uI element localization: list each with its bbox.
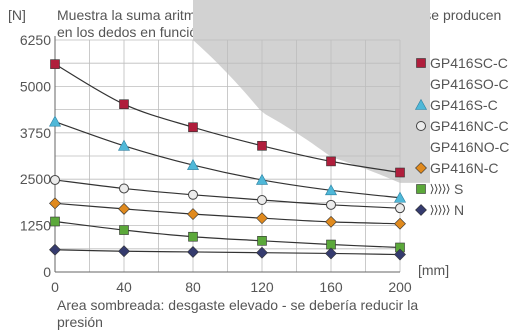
y-tick-label: 6250 xyxy=(20,32,51,48)
data-point-series-0 xyxy=(326,156,336,167)
data-point-series-3 xyxy=(325,215,337,228)
data-point-series-1 xyxy=(48,115,62,127)
data-point-series-0 xyxy=(50,59,60,69)
data-point-series-0 xyxy=(257,140,267,151)
legend-gripper-icon-5 xyxy=(430,204,450,216)
data-point-series-5 xyxy=(187,246,199,258)
data-point-series-0 xyxy=(119,99,129,110)
data-point-series-1 xyxy=(324,184,338,196)
data-point-series-4 xyxy=(119,225,129,235)
data-point-series-5 xyxy=(394,248,406,261)
x-tick-label: 80 xyxy=(185,279,201,295)
legend-label-3: GP416N-C xyxy=(430,160,498,176)
legend-label-4: S xyxy=(454,181,463,197)
x-tick-label: 160 xyxy=(319,279,343,295)
data-point-series-3 xyxy=(49,197,61,210)
series-line-4 xyxy=(54,220,401,249)
legend-label-1: GP416S-C xyxy=(430,97,498,113)
data-point-series-5 xyxy=(118,245,130,258)
data-point-series-2 xyxy=(50,174,60,185)
y-tick-label: 5000 xyxy=(20,78,51,94)
gripper-stroke xyxy=(438,204,442,216)
gripper-stroke xyxy=(434,204,438,216)
x-tick-label: 40 xyxy=(116,279,132,295)
data-point-series-2 xyxy=(395,203,405,214)
legend-marker-5 xyxy=(415,204,427,216)
data-point-series-1 xyxy=(117,139,131,151)
legend-label-5: N xyxy=(454,202,464,218)
series-line-1 xyxy=(54,121,401,199)
x-tick-label: 200 xyxy=(388,279,412,295)
data-point-series-5 xyxy=(49,243,61,256)
gripper-stroke xyxy=(430,204,434,216)
data-point-series-3 xyxy=(187,208,199,221)
legend-label-0: GP416SO-C xyxy=(430,76,509,92)
data-point-series-3 xyxy=(256,212,268,225)
high-wear-shaded-area xyxy=(193,0,430,183)
gripper-stroke xyxy=(438,183,442,195)
data-point-series-1 xyxy=(186,158,200,170)
data-point-series-3 xyxy=(118,202,130,215)
gripper-stroke xyxy=(442,204,446,216)
gripper-stroke xyxy=(446,204,450,216)
data-point-series-3 xyxy=(394,217,406,230)
legend-gripper-icon-4 xyxy=(430,183,450,195)
data-point-series-2 xyxy=(119,183,129,194)
gripper-stroke xyxy=(442,183,446,195)
series-line-3 xyxy=(54,202,401,225)
legend-marker-0 xyxy=(416,58,426,68)
data-point-series-4 xyxy=(188,231,198,242)
data-point-series-5 xyxy=(256,246,268,259)
x-tick-label: 0 xyxy=(51,279,59,295)
data-point-series-2 xyxy=(257,194,267,205)
data-point-series-2 xyxy=(188,189,198,200)
legend-marker-1 xyxy=(414,98,428,110)
gripper-stroke xyxy=(430,183,434,195)
data-point-series-0 xyxy=(188,122,198,133)
legend-label-2: GP416NO-C xyxy=(430,139,509,155)
data-point-series-2 xyxy=(326,199,336,210)
y-tick-label: 2500 xyxy=(20,171,51,187)
legend-marker-2 xyxy=(416,121,426,131)
legend-label-2: GP416NC-C xyxy=(430,118,509,134)
x-axis-unit: [mm] xyxy=(418,262,450,278)
data-point-series-4 xyxy=(50,216,60,227)
y-axis-unit: [N] xyxy=(8,7,26,23)
y-tick-label: 1250 xyxy=(20,218,51,234)
legend-marker-3 xyxy=(415,162,427,174)
data-point-series-0 xyxy=(395,167,405,178)
y-tick-label: 0 xyxy=(43,264,51,280)
gripper-stroke xyxy=(434,183,438,195)
legend-label-0: GP416SC-C xyxy=(430,55,508,71)
data-point-series-1 xyxy=(255,173,269,185)
series-line-2 xyxy=(54,179,401,209)
series-line-0 xyxy=(54,63,401,174)
legend-marker-4 xyxy=(416,184,426,194)
gripper-stroke xyxy=(446,183,450,195)
y-tick-label: 3750 xyxy=(20,125,51,141)
series-line-5 xyxy=(54,249,401,256)
data-point-series-1 xyxy=(393,191,407,203)
shaded-area-note: Area sombreada: desgaste elevado - se de… xyxy=(57,297,419,330)
data-point-series-4 xyxy=(257,236,267,246)
data-point-series-5 xyxy=(325,247,337,260)
x-tick-label: 120 xyxy=(250,279,274,295)
